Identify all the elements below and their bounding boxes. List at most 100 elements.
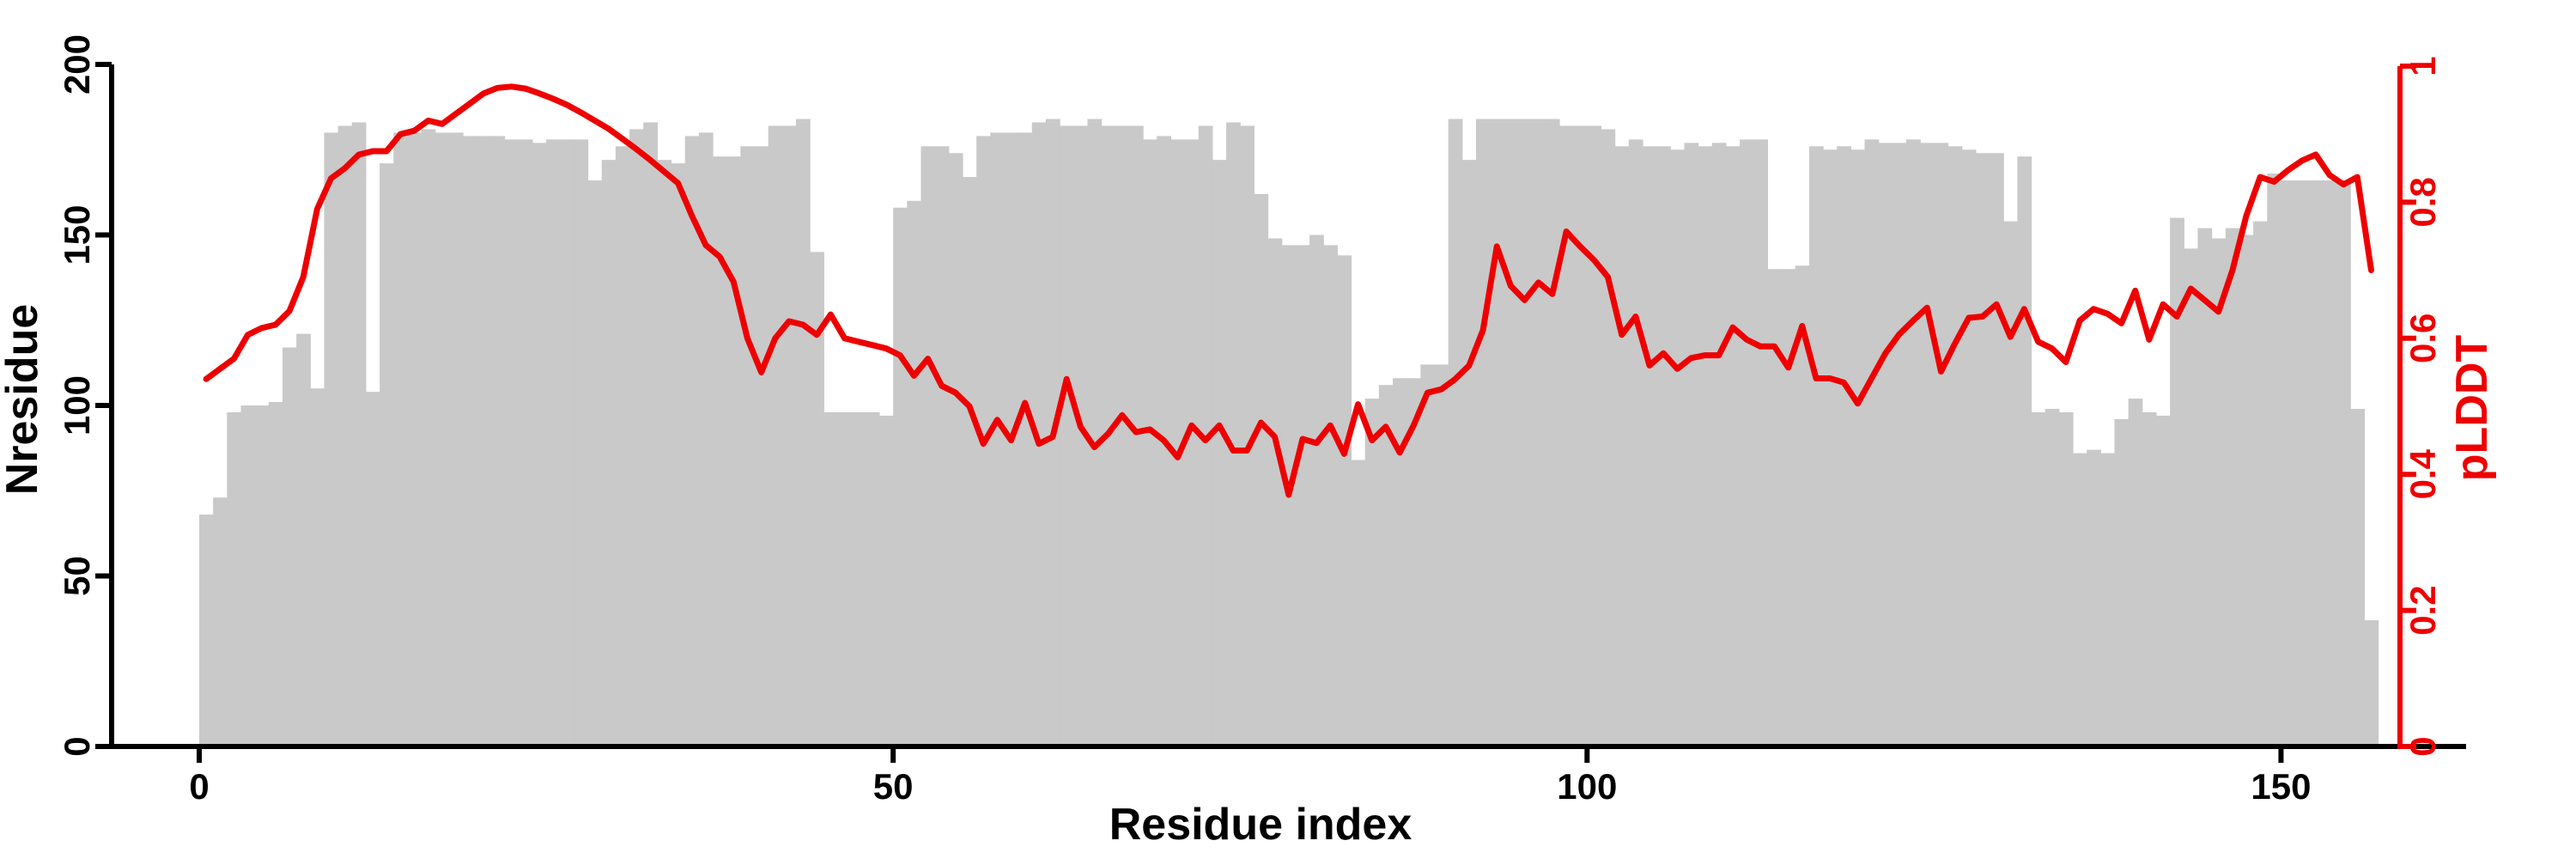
axes-layer: 0 50 100 150 0 50 100 150 200 0 0.2 0.4 0.6 0.8 1 (57, 34, 2466, 807)
nresidue-bar (560, 139, 574, 747)
nresidue-bar (2308, 180, 2324, 747)
nresidue-bar (2128, 399, 2143, 746)
nresidue-bar (893, 207, 908, 747)
nresidue-bar (518, 139, 533, 747)
nresidue-bar (2142, 411, 2157, 746)
nresidue-bar (2155, 415, 2171, 746)
nresidue-bar (2225, 228, 2240, 746)
nresidue-bar (1795, 265, 1810, 747)
nresidue-bar (1406, 378, 1421, 746)
nresidue-bar (2211, 238, 2227, 747)
nresidue-bar (1517, 119, 1533, 746)
nresidue-bar (1351, 460, 1366, 746)
nresidue-bar (477, 136, 492, 746)
nresidue-bar (657, 160, 672, 746)
nresidue-bar (296, 333, 311, 746)
nresidue-bar (393, 132, 409, 746)
nresidue-bar (2073, 453, 2087, 746)
nresidue-bar (865, 411, 880, 746)
nresidue-bar (962, 177, 977, 746)
nresidue-bar (2294, 180, 2310, 747)
nresidue-bar (546, 139, 561, 747)
nresidue-bar (713, 156, 727, 746)
nresidue-bar (948, 153, 963, 747)
x-tick-label: 0 (189, 766, 209, 807)
nresidue-bar (2184, 248, 2199, 746)
nresidue-bar (2197, 228, 2213, 746)
nresidue-bar (463, 136, 477, 746)
nresidue-bar (407, 132, 422, 746)
x-tick-label: 50 (873, 766, 914, 807)
nresidue-bar (2170, 217, 2184, 746)
nresidue-bar (810, 252, 824, 747)
nresidue-bar (920, 146, 936, 746)
nresidue-bar (698, 132, 714, 746)
x-tick-label: 100 (1557, 766, 1617, 807)
left-tick-label: 100 (57, 375, 97, 436)
nresidue-bar (796, 119, 811, 746)
nresidue-bar (199, 515, 214, 746)
nresidue-bar (1878, 143, 1893, 746)
nresidue-bar (421, 129, 436, 746)
nresidue-bar (643, 122, 658, 747)
nresidue-bar (2044, 408, 2060, 746)
nresidue-bar (1892, 143, 1907, 746)
nresidue-bar (1087, 119, 1103, 746)
nresidue-bar (324, 132, 339, 746)
nresidue-bar (671, 163, 686, 746)
nresidue-bar (684, 136, 700, 746)
nresidue-bar (1323, 245, 1338, 746)
left-tick-label: 150 (57, 204, 97, 265)
nresidue-bar (1476, 119, 1491, 746)
nresidue-bar (837, 411, 853, 746)
nresidue-bar (1226, 122, 1241, 747)
left-tick-label: 0 (57, 736, 97, 756)
nresidue-bar (1504, 119, 1519, 746)
nresidue-bar (254, 405, 270, 746)
nresidue-bar (934, 146, 950, 746)
nresidue-bar (1490, 119, 1504, 746)
nresidue-bar (282, 347, 297, 746)
nresidue-bar (380, 163, 394, 746)
nresidue-bar (1975, 153, 1990, 747)
nresidue-bar (1587, 125, 1602, 746)
nresidue-bar (1448, 119, 1463, 746)
nresidue-bar (1531, 119, 1546, 746)
nresidue-bar (601, 160, 617, 746)
nresidue-bar (1128, 125, 1144, 746)
nresidue-bar (240, 405, 256, 746)
nresidue-bar (587, 180, 603, 747)
bars-layer (199, 119, 2379, 747)
nresidue-bar (2239, 235, 2254, 746)
nresidue-bar (490, 136, 506, 746)
nresidue-bar (1711, 143, 1727, 746)
right-axis-title: pLDDT (2447, 335, 2497, 482)
nresidue-bar (1420, 364, 1436, 746)
nresidue-bar (823, 411, 839, 746)
nresidue-bar (1947, 146, 1963, 746)
nresidue-bar (1337, 255, 1352, 746)
nresidue-bar (1823, 149, 1838, 746)
nresidue-bar (1656, 146, 1671, 746)
nresidue-bar (1295, 245, 1310, 746)
nresidue-bar (1267, 238, 1283, 747)
nresidue-bar (1060, 125, 1074, 746)
nresidue-bar (351, 122, 367, 747)
nresidue-bar (227, 411, 242, 746)
nresidue-bar (365, 392, 380, 746)
nresidue-bar (448, 132, 464, 746)
right-tick-label: 0.6 (2403, 314, 2443, 363)
nresidue-bar (1934, 143, 1949, 746)
nresidue-bar (1684, 143, 1699, 746)
nresidue-bar (1961, 149, 1977, 746)
nresidue-bar (1378, 385, 1394, 746)
nresidue-bar (1184, 139, 1200, 747)
x-tick-label: 150 (2251, 766, 2311, 807)
plddt-line (203, 83, 2374, 498)
nresidue-bar (1753, 139, 1769, 747)
nresidue-bar (504, 139, 519, 747)
nresidue-bar (2058, 411, 2074, 746)
nresidue-bar (574, 139, 589, 747)
